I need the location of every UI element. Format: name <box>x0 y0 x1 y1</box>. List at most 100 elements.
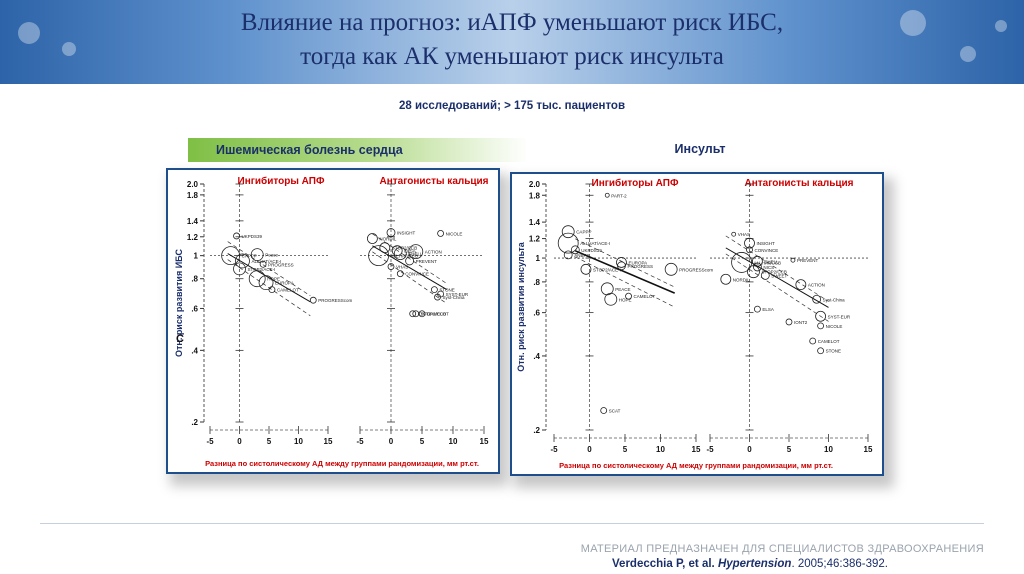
x-tick-label: 15 <box>480 437 489 446</box>
subplot-title: Антагонисты кальция <box>379 176 488 187</box>
section-ibs-label: Ишемическая болезнь сердца <box>188 138 528 162</box>
footer-disclaimer: МАТЕРИАЛ ПРЕДНАЗНАЧЕН ДЛЯ СПЕЦИАЛИСТОВ З… <box>580 543 984 555</box>
data-point-label: CAMELOT <box>277 288 299 293</box>
data-point-label: ALLHAT/ACE-I <box>251 259 281 264</box>
x-tick-label: -5 <box>550 445 558 454</box>
data-point <box>616 257 627 268</box>
y-tick-label: 1 <box>536 254 541 263</box>
data-point <box>405 256 415 266</box>
confidence-band-upper <box>725 235 829 302</box>
data-point-label: NORDIL <box>379 237 396 242</box>
data-point <box>418 310 426 318</box>
y-tick-label: 1.2 <box>529 235 541 244</box>
y-tick-label: .6 <box>191 304 198 313</box>
data-point-label: NICS <box>763 265 774 270</box>
data-point <box>817 347 825 355</box>
data-point <box>386 228 396 237</box>
x-tick-label: 15 <box>324 437 333 446</box>
x-tick-label: 5 <box>267 437 272 446</box>
data-point <box>747 265 760 279</box>
data-point-label: ACTION <box>425 250 442 255</box>
confidence-band-lower <box>372 251 447 304</box>
section-stroke-label: Инсульт <box>674 142 726 156</box>
data-point-label: CAPPP <box>576 230 591 235</box>
data-point <box>221 246 241 266</box>
data-point-label: CAMELOT <box>427 312 449 317</box>
data-point-label: STOP2/CCB <box>761 270 786 275</box>
slide-title: Влияние на прогноз: иАПФ уменьшают риск … <box>60 6 964 74</box>
data-point <box>430 286 438 294</box>
data-point <box>752 262 762 272</box>
data-point <box>570 245 580 255</box>
citation-rest: . 2005;46:386-392. <box>791 558 888 570</box>
data-point <box>580 263 592 275</box>
data-point-label: SHELL <box>408 252 423 257</box>
y-tick-label: .2 <box>191 418 198 427</box>
data-point-label: ALLHAT/CCB <box>391 254 418 259</box>
data-point <box>617 261 626 271</box>
subplot-title: Ингибиторы АПФ <box>238 175 325 187</box>
x-tick-label: 10 <box>294 437 303 446</box>
data-point <box>258 275 274 291</box>
x-tick-label: 10 <box>824 445 833 454</box>
x-tick-label: -5 <box>206 437 214 446</box>
data-point-label: PROGRESS <box>627 264 653 269</box>
data-point-label: CONVINCE <box>755 248 779 253</box>
data-point <box>396 270 404 278</box>
data-point-label: INSIGHT <box>397 231 416 236</box>
data-point-label: SHELL <box>764 259 779 264</box>
confidence-band-upper <box>227 241 311 297</box>
y-axis-label: Отн. риск развития ИБС <box>174 248 184 357</box>
data-point <box>815 310 827 322</box>
data-point <box>368 245 390 267</box>
molecule-decoration <box>995 20 1007 32</box>
regression-line <box>372 245 448 291</box>
data-point-label: NORDIL <box>733 277 750 282</box>
data-point <box>751 255 763 267</box>
data-point-label: Peace <box>265 253 278 258</box>
y-tick-label: .4 <box>191 346 198 355</box>
data-point <box>604 292 618 306</box>
data-point-label: INSIGHT <box>757 241 776 246</box>
data-point-label: ACTION <box>808 283 825 288</box>
x-tick-label: 5 <box>420 437 425 446</box>
data-point <box>600 407 608 414</box>
data-point <box>233 262 246 276</box>
data-point-label: Syst-China <box>823 297 846 302</box>
confidence-band-lower <box>227 259 311 317</box>
y-tick-label: 2.0 <box>529 180 541 189</box>
data-point-label: HOPE <box>267 277 280 282</box>
data-point-label: NICOLE <box>826 324 843 329</box>
data-point <box>795 279 807 290</box>
data-point <box>812 294 822 304</box>
y-tick-label: 2.0 <box>187 180 199 189</box>
subplot-title: Антагонисты кальция <box>744 178 853 189</box>
data-point <box>720 273 732 285</box>
data-point <box>557 232 579 254</box>
data-point <box>604 192 610 198</box>
confidence-band-upper <box>575 238 675 288</box>
chart-stroke: Отн. риск развития инсульта .2 .4 .6 .8 1 1.2 1… <box>516 177 873 470</box>
data-point <box>366 233 378 244</box>
x-tick-label: 15 <box>864 445 873 454</box>
data-point-label: PEACE <box>615 287 630 292</box>
data-point <box>790 257 796 263</box>
data-point <box>664 262 678 276</box>
data-point <box>309 296 317 304</box>
data-point-label: STONE <box>439 288 454 293</box>
x-axis-label: Разница по систолическому АД между групп… <box>559 461 833 470</box>
data-point-label: ELSA <box>404 249 416 254</box>
regression-line <box>574 250 676 294</box>
title-line-1: Влияние на прогноз: иАПФ уменьшают риск … <box>240 9 784 36</box>
x-tick-label: 10 <box>449 437 458 446</box>
x-axis-label: Разница по систолическому АД между групп… <box>205 459 479 468</box>
data-point-label: STOP2/ACE-I <box>593 267 621 272</box>
regression-line <box>725 247 829 308</box>
data-point-label: PART-2 <box>611 193 627 198</box>
chart-ibs: Отн. риск развития ИБС .2 .4 .6 .8 1 1.2 1.4 1.8… <box>174 175 489 468</box>
data-point <box>268 286 276 294</box>
data-point-label: ALLHAT/CCB <box>754 260 781 265</box>
data-point-label: Syst-China <box>443 295 466 300</box>
data-point-label: CAPPP <box>242 254 257 259</box>
confidence-band-upper <box>372 233 447 284</box>
